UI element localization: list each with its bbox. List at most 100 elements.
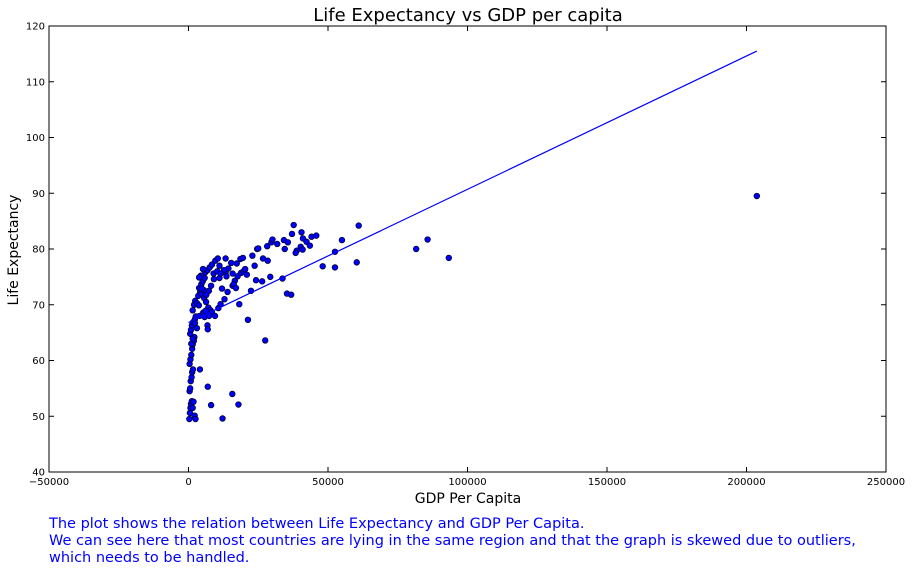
data-point xyxy=(239,254,247,262)
data-point xyxy=(269,236,276,243)
data-point xyxy=(306,242,314,249)
axis-ticks: −50000 0 50000 100000 150000 200000 250000 40 50… xyxy=(26,22,905,489)
data-point xyxy=(753,192,761,200)
data-point xyxy=(191,319,199,327)
caption-line-3: which needs to be handled. xyxy=(49,550,250,566)
x-tick-label: 50000 xyxy=(312,477,344,488)
data-point xyxy=(319,263,326,270)
y-tick-label: 50 xyxy=(32,412,45,423)
data-point xyxy=(195,302,203,309)
data-point xyxy=(241,265,249,273)
data-point xyxy=(298,229,305,236)
trendline-group xyxy=(188,50,758,324)
scatter-chart: Life Expectancy vs GDP per capita GDP Pe… xyxy=(6,5,905,507)
y-tick-label: 100 xyxy=(26,133,45,144)
data-point xyxy=(313,232,320,239)
caption: The plot shows the relation between Life… xyxy=(49,516,899,567)
data-point xyxy=(211,312,219,320)
data-point xyxy=(424,236,431,243)
x-tick-label: 150000 xyxy=(588,477,626,488)
data-point xyxy=(214,255,221,262)
x-tick-label: 0 xyxy=(185,477,191,488)
data-point xyxy=(222,255,229,262)
data-point xyxy=(186,385,194,392)
data-point xyxy=(218,285,226,292)
y-tick-label: 110 xyxy=(26,77,45,88)
x-tick-label: −50000 xyxy=(29,477,69,488)
data-point xyxy=(252,277,260,284)
data-point xyxy=(331,264,339,271)
caption-line-2: We can see here that most countries are … xyxy=(49,533,856,549)
data-point xyxy=(263,243,271,250)
y-tick-label: 90 xyxy=(32,189,45,200)
x-axis-label: GDP Per Capita xyxy=(415,491,521,507)
data-point xyxy=(186,415,193,423)
data-point xyxy=(192,415,199,423)
data-point xyxy=(189,335,196,342)
data-point xyxy=(188,351,195,359)
data-point xyxy=(249,252,256,259)
data-point xyxy=(255,245,262,252)
data-point xyxy=(202,298,210,306)
data-point xyxy=(262,337,269,344)
data-point xyxy=(204,383,211,390)
x-tick-label: 100000 xyxy=(448,477,486,488)
y-tick-label: 40 xyxy=(32,468,45,479)
data-point xyxy=(338,236,346,244)
x-tick-label: 200000 xyxy=(727,477,765,488)
data-point xyxy=(190,398,197,405)
data-point xyxy=(251,262,258,269)
data-point xyxy=(264,257,271,264)
y-tick-label: 120 xyxy=(26,22,45,33)
data-point xyxy=(445,254,453,262)
data-point xyxy=(229,390,236,398)
data-point xyxy=(210,275,218,283)
data-point xyxy=(207,401,215,409)
data-point xyxy=(202,307,209,315)
data-point xyxy=(292,249,299,257)
data-point xyxy=(223,273,230,280)
data-point xyxy=(287,291,295,298)
data-points xyxy=(186,192,761,423)
data-point xyxy=(284,239,292,246)
data-point xyxy=(196,366,204,373)
data-point xyxy=(221,295,228,303)
data-point xyxy=(281,245,288,253)
data-point xyxy=(219,415,226,422)
y-tick-label: 60 xyxy=(32,356,45,367)
x-tick-label: 250000 xyxy=(867,477,905,488)
y-tick-label: 70 xyxy=(32,300,45,311)
caption-line-1: The plot shows the relation between Life… xyxy=(49,516,585,532)
data-point xyxy=(267,273,274,281)
trendline xyxy=(188,50,758,324)
data-point xyxy=(204,326,211,333)
data-point xyxy=(235,401,242,408)
plot-frame xyxy=(48,25,887,473)
data-point xyxy=(232,284,240,292)
data-point xyxy=(199,265,207,273)
data-point xyxy=(299,246,306,253)
data-point xyxy=(355,222,362,229)
data-point xyxy=(274,240,281,248)
data-point xyxy=(224,288,231,296)
chart-title: Life Expectancy vs GDP per capita xyxy=(313,5,623,26)
data-point xyxy=(258,278,266,285)
data-point xyxy=(229,270,236,277)
data-point xyxy=(236,300,243,308)
y-axis-label: Life Expectancy xyxy=(6,195,22,306)
data-point xyxy=(189,404,196,412)
data-point xyxy=(189,366,197,373)
data-point xyxy=(288,230,296,238)
data-point xyxy=(198,285,206,292)
data-point xyxy=(227,259,235,267)
data-point xyxy=(412,245,420,253)
data-point xyxy=(189,307,196,314)
data-point xyxy=(243,271,251,278)
y-tick-label: 80 xyxy=(32,245,45,256)
data-point xyxy=(353,259,360,266)
data-point xyxy=(195,274,203,281)
data-point xyxy=(217,270,224,277)
data-point xyxy=(290,221,297,229)
data-point xyxy=(216,262,223,269)
data-point xyxy=(244,316,252,324)
